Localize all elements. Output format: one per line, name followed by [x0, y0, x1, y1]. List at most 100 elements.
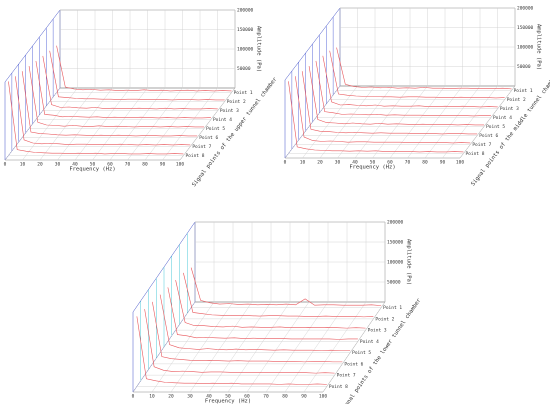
series-label: Point 7 — [337, 373, 356, 379]
series-label: Point 3 — [220, 108, 239, 114]
grid-line — [337, 8, 393, 159]
grid-line — [208, 222, 272, 393]
x-tick-label: 30 — [55, 162, 61, 168]
panel: 0 10 20 30 40 50 60 70 80 90 100 50000 100000 150000 2… — [4, 8, 279, 189]
x-tick-label: 100 — [176, 162, 184, 168]
series-line — [288, 81, 464, 153]
series-line — [322, 55, 498, 108]
grid-line — [302, 8, 358, 159]
grid-line — [22, 10, 78, 161]
grid-line — [170, 222, 234, 393]
series-line — [28, 66, 205, 128]
series-label: Point 4 — [213, 117, 232, 123]
grid-line — [459, 8, 516, 159]
x-tick-label: 70 — [263, 394, 269, 400]
series-line — [49, 50, 225, 101]
x-tick-label: 40 — [352, 160, 358, 166]
grid-line — [442, 8, 498, 159]
series-line — [56, 45, 232, 92]
x-tick-label: 60 — [244, 394, 250, 400]
grid-line — [162, 10, 218, 161]
depth-axis-label: Signal points of the middle tunnel chamb… — [470, 73, 550, 188]
series-label: Point 8 — [465, 151, 484, 157]
x-tick-label: 80 — [142, 162, 148, 168]
grid-line — [246, 222, 310, 393]
z-tick-label: 150000 — [387, 240, 404, 246]
x-tick-label: 60 — [387, 160, 393, 166]
grid-line — [265, 222, 329, 393]
grid-line — [354, 8, 411, 159]
z-axis-label: Amplitude (Pa) — [256, 26, 262, 72]
grid-line — [132, 222, 196, 393]
series-line — [183, 272, 374, 318]
z-tick-label: 150000 — [237, 27, 254, 33]
series-label: Point 2 — [227, 99, 246, 105]
x-tick-label: 20 — [317, 160, 323, 166]
series-line — [295, 76, 471, 144]
grid-line — [372, 8, 428, 159]
series-label: Point 5 — [206, 126, 225, 132]
series-label: Point 2 — [375, 316, 394, 322]
series-label: Point 7 — [192, 144, 211, 150]
series-label: Point 6 — [199, 135, 218, 141]
series-label: Point 8 — [329, 384, 348, 390]
grid-line — [303, 222, 367, 393]
x-tick-label: 30 — [187, 394, 193, 400]
x-axis-label: Frequency (Hz) — [69, 167, 115, 173]
series-label: Point 1 — [514, 88, 533, 94]
series-label: Point 4 — [360, 339, 379, 345]
grid-line — [319, 8, 376, 159]
x-tick-label: 80 — [282, 394, 288, 400]
x-tick-label: 10 — [149, 394, 155, 400]
series-label: Point 5 — [352, 350, 371, 356]
grid-line — [284, 222, 348, 393]
grid-line — [57, 10, 113, 161]
series-label: Point 1 — [383, 305, 402, 311]
series-label: Point 8 — [185, 153, 204, 159]
x-tick-label: 50 — [225, 394, 231, 400]
series-line — [175, 280, 366, 329]
series-line — [301, 71, 478, 135]
x-tick-label: 50 — [90, 162, 96, 168]
z-tick-label: 200000 — [237, 8, 254, 14]
grid-line — [389, 8, 446, 159]
series-line — [329, 50, 505, 99]
x-tick-label: 10 — [300, 160, 306, 166]
z-axis-label: Amplitude (Pa) — [536, 24, 542, 70]
series-label: Point 6 — [479, 133, 498, 139]
x-tick-label: 70 — [125, 162, 131, 168]
series-line — [190, 267, 382, 306]
x-tick-label: 100 — [456, 160, 464, 166]
grid-line — [322, 222, 386, 393]
grid-line — [74, 10, 131, 161]
series-line — [21, 71, 198, 137]
series-line — [167, 287, 358, 340]
series-label: Point 3 — [500, 106, 519, 112]
x-tick-label: 100 — [319, 394, 327, 400]
x-tick-label: 50 — [370, 160, 376, 166]
z-tick-label: 150000 — [517, 25, 534, 31]
x-tick-label: 0 — [132, 394, 135, 400]
x-tick-label: 90 — [160, 162, 166, 168]
series-label: Point 2 — [507, 97, 526, 103]
series-label: Point 1 — [234, 90, 253, 96]
series-line — [336, 47, 512, 90]
z-tick-label: 100000 — [517, 45, 534, 51]
z-axis-label: Amplitude (Pa) — [406, 239, 412, 285]
x-axis-label: Frequency (Hz) — [349, 165, 395, 171]
x-tick-label: 70 — [405, 160, 411, 166]
x-tick-label: 40 — [72, 162, 78, 168]
grid-line — [407, 8, 463, 159]
grid-line — [179, 10, 236, 161]
series-line — [35, 60, 211, 119]
z-tick-label: 50000 — [387, 280, 401, 286]
x-tick-label: 20 — [37, 162, 43, 168]
z-tick-label: 200000 — [517, 6, 534, 12]
x-tick-label: 30 — [335, 160, 341, 166]
x-tick-label: 0 — [284, 160, 287, 166]
x-tick-label: 0 — [4, 162, 7, 168]
series-line — [15, 76, 191, 146]
series-line — [315, 60, 491, 117]
